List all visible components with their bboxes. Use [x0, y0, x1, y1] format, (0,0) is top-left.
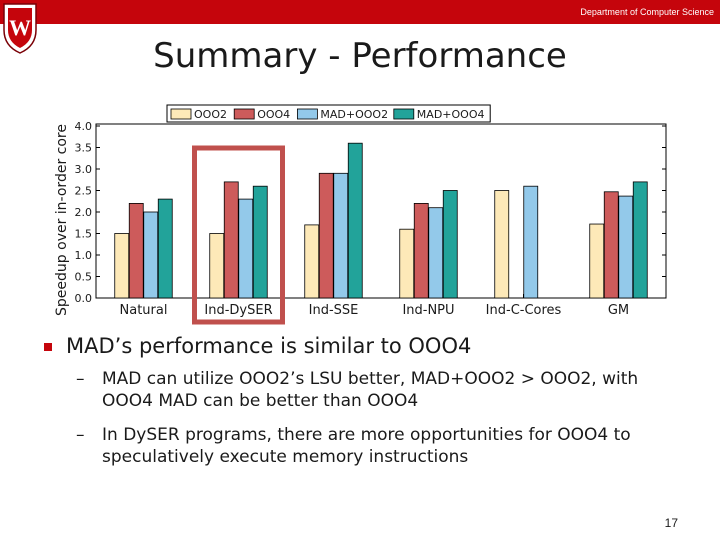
bar-mad-ooo2 [238, 198, 254, 299]
university-crest-logo: W [3, 3, 37, 54]
bar-mad-ooo2 [428, 207, 444, 299]
y-tick-label: 0.0 [75, 292, 93, 305]
x-tick-label: Ind-NPU [402, 303, 454, 318]
header-bar: Department of Computer Science [0, 0, 720, 24]
slide-title: Summary - Performance [153, 36, 567, 76]
department-label: Department of Computer Science [580, 7, 714, 17]
legend-swatch [170, 108, 192, 120]
speedup-bar-chart: 0.0 0.5 1.0 1.5 2.0 2.5 3.0 3.5 4.0 Speedup over … [54, 104, 667, 325]
main-bullet: MAD’s performance is similar to OOO4 [40, 334, 700, 358]
bar-mad-ooo4 [252, 185, 268, 299]
y-tick-label: 3.5 [75, 142, 93, 155]
y-tick-label: 1.5 [75, 228, 93, 241]
legend-label: OOO2 [194, 108, 227, 121]
bar-ooo4 [603, 191, 619, 299]
bar-ooo2 [399, 228, 415, 299]
bar-mad-ooo4 [442, 190, 458, 299]
bar-mad-ooo2 [333, 172, 349, 299]
highlight-box [192, 145, 285, 325]
y-tick-label: 4.0 [75, 120, 93, 133]
legend-swatch [296, 108, 318, 120]
x-tick-label: GM [608, 303, 629, 318]
sub-bullet-2-text: In DySER programs, there are more opport… [102, 425, 631, 467]
bar-mad-ooo4 [157, 198, 173, 299]
y-axis-label: Speedup over in-order core [54, 124, 70, 316]
bar-ooo2 [114, 233, 130, 299]
x-tick-label: Natural [120, 303, 168, 318]
legend-swatch [233, 108, 255, 120]
bar-mad-ooo2 [143, 211, 159, 299]
sub-bullet-1-text: MAD can utilize OOO2’s LSU better, MAD+O… [102, 369, 639, 411]
bullet-marker-icon [44, 343, 52, 351]
bar-ooo2 [494, 190, 510, 299]
bar-ooo4 [413, 203, 429, 299]
x-tick-label: Ind-DySER [204, 303, 272, 318]
dash-marker-icon: – [76, 425, 85, 445]
bar-mad-ooo2 [523, 185, 539, 299]
legend-label: MAD+OOO2 [320, 108, 388, 121]
y-tick-label: 2.5 [75, 185, 93, 198]
legend-label: OOO4 [257, 108, 290, 121]
y-tick-label: 1.0 [75, 249, 93, 262]
legend-label: MAD+OOO4 [417, 108, 485, 121]
sub-bullet-1: – MAD can utilize OOO2’s LSU better, MAD… [76, 368, 676, 412]
bar-ooo4 [128, 203, 144, 299]
y-tick-label: 3.0 [75, 163, 93, 176]
sub-bullet-2: – In DySER programs, there are more oppo… [76, 424, 676, 468]
plot-frame [95, 123, 667, 299]
x-tick-label: Ind-C-Cores [486, 303, 562, 318]
dash-marker-icon: – [76, 369, 85, 389]
bar-mad-ooo2 [618, 195, 634, 299]
page-number: 17 [664, 516, 678, 530]
x-tick-label: Ind-SSE [309, 303, 359, 318]
bar-ooo2 [589, 223, 605, 299]
legend-swatch [393, 108, 415, 120]
bar-ooo4 [223, 181, 239, 299]
bar-mad-ooo4 [347, 142, 363, 299]
y-tick-label: 0.5 [75, 271, 93, 284]
bar-ooo2 [209, 233, 225, 299]
main-bullet-text: MAD’s performance is similar to OOO4 [66, 334, 472, 358]
crest-letter: W [9, 15, 31, 40]
bar-ooo2 [304, 224, 320, 299]
y-tick-label: 2.0 [75, 206, 93, 219]
bar-ooo4 [318, 172, 334, 299]
bar-mad-ooo4 [632, 181, 648, 299]
